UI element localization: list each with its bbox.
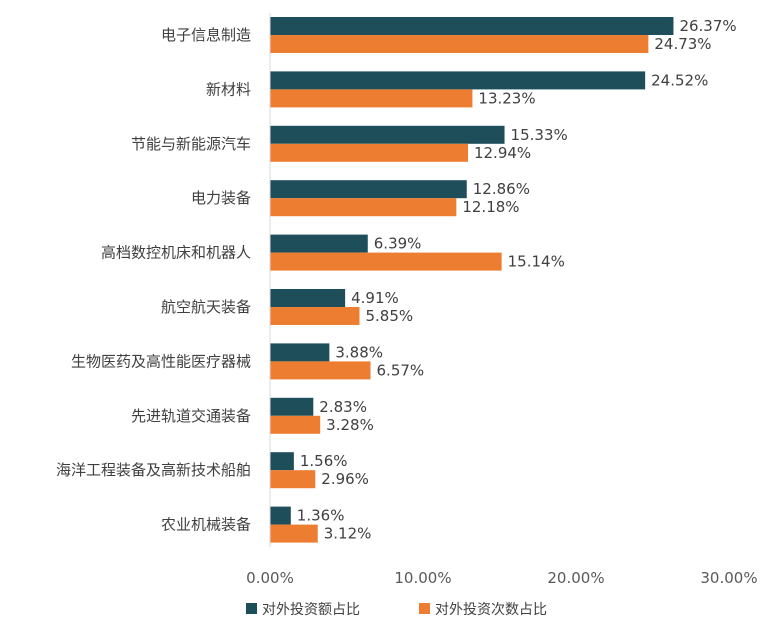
x-tick-label: 10.00% [394,569,451,587]
legend-label-investment-amount: 对外投资额占比 [262,602,360,618]
category-labels: 电子信息制造新材料节能与新能源汽车电力装备高档数控机床和机器人航空航天装备生物医… [56,26,251,534]
category-label: 电力装备 [191,189,251,207]
data-label: 2.96% [321,470,369,488]
bar-investment-amount [270,452,294,471]
category-label: 农业机械装备 [161,516,251,534]
data-label: 2.83% [319,398,367,416]
data-labels: 26.37%24.73% 24.52% 13.23% 15.33%12.94% 12.8… [297,17,737,543]
bar-investment-amount [270,125,505,144]
data-label: 3.88% [335,343,383,361]
category-label: 电子信息制造 [161,26,251,44]
bar-investment-count [270,143,468,162]
category-label: 航空航天装备 [161,298,251,316]
bar-investment-count [270,35,649,53]
bars [270,17,674,543]
bar-investment-amount [270,180,467,199]
category-label: 新材料 [206,80,251,98]
bar-investment-count [270,524,318,543]
bar-investment-count [270,307,360,325]
data-label: 12.94% [474,144,531,162]
data-label: 3.12% [324,525,372,543]
data-label: 12.86% [473,180,530,198]
data-label: 1.56% [300,452,348,470]
data-label: 12.18% [462,198,519,216]
data-label: 6.39% [374,235,422,253]
legend-swatch-investment-count [419,603,430,614]
data-label: 15.33% [511,126,568,144]
category-label: 节能与新能源汽车 [131,135,251,153]
x-tick-label: 20.00% [547,569,604,587]
bar-investment-amount [270,397,314,416]
x-tick-label: 30.00% [700,569,757,587]
x-tick-labels: 0.00% 10.00% 20.00% 30.00% [246,569,757,587]
data-label: 15.14% [508,253,565,271]
data-label: 1.36% [297,507,345,525]
bar-investment-count [270,470,316,489]
data-label: 6.57% [377,361,425,379]
category-label: 先进轨道交通装备 [131,407,251,425]
bar-investment-count [270,89,473,108]
bar-investment-amount [270,506,291,525]
bar-investment-count [270,198,457,217]
bar-investment-count [270,361,371,380]
data-label: 4.91% [351,289,399,307]
category-label: 高档数控机床和机器人 [101,244,251,262]
bar-investment-count [270,252,502,271]
data-label: 3.28% [326,416,374,434]
bar-investment-amount [270,17,674,35]
bar-investment-amount [270,234,368,253]
legend-label-investment-count: 对外投资次数占比 [435,602,547,618]
category-label: 生物医药及高性能医疗器械 [71,352,251,370]
category-label: 海洋工程装备及高新技术船舶 [56,461,251,479]
bar-investment-amount [270,343,330,362]
data-label: 5.85% [366,307,414,325]
data-label: 26.37% [679,17,736,35]
bar-investment-amount [270,289,346,307]
data-label: 13.23% [478,89,535,107]
x-tick-label: 0.00% [246,569,294,587]
legend-swatch-investment-amount [246,603,257,614]
bar-investment-count [270,415,321,434]
data-label: 24.52% [651,71,708,89]
data-label: 24.73% [654,35,711,53]
legend: 对外投资额占比 对外投资次数占比 [246,602,547,618]
bar-investment-amount [270,71,646,90]
